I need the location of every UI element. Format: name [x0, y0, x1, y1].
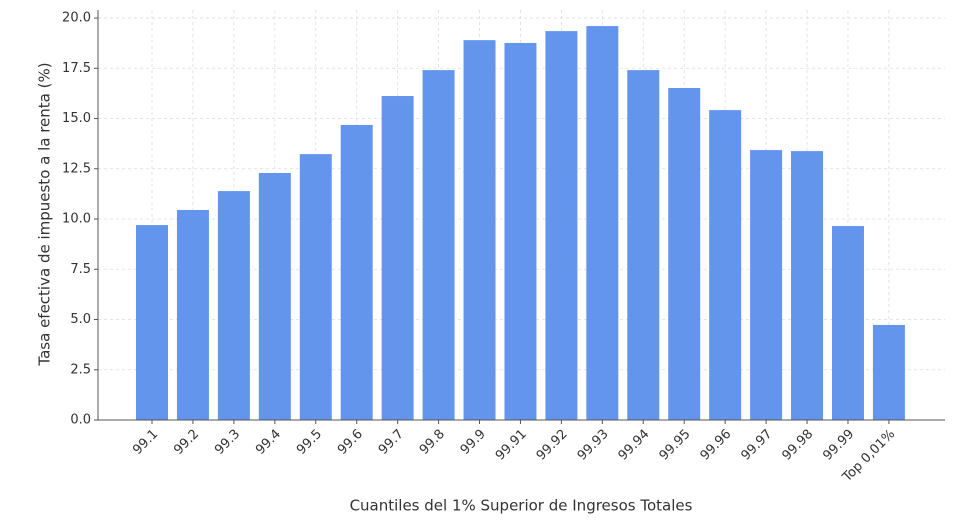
bar — [831, 226, 864, 420]
y-tick-label: 15.0 — [62, 111, 91, 126]
x-tick-label: 99.95 — [657, 427, 694, 464]
x-tick-label: 99.96 — [698, 427, 735, 464]
x-tick-label: 99.98 — [779, 427, 816, 464]
bar — [668, 87, 701, 420]
bar — [299, 154, 332, 420]
bar — [586, 26, 619, 421]
bar — [463, 40, 496, 420]
y-axis-label: Tasa efectiva de impuesto a la renta (%) — [36, 62, 54, 366]
bar — [176, 209, 209, 420]
y-tick-label: 7.5 — [70, 262, 91, 277]
x-tick-label: 99.1 — [130, 427, 161, 458]
y-tick-label: 12.5 — [62, 161, 91, 176]
x-tick-label: 99.99 — [820, 427, 857, 464]
y-tick-label: 0.0 — [70, 413, 91, 428]
bar — [136, 225, 168, 420]
bar — [381, 96, 414, 421]
bar — [340, 124, 373, 420]
x-tick-label: 99.6 — [335, 427, 366, 458]
x-tick-label: 99.9 — [458, 427, 489, 458]
y-tick-label: 10.0 — [62, 212, 91, 227]
x-tick-label: 99.92 — [534, 427, 571, 464]
x-tick-label: 99.2 — [171, 427, 202, 458]
x-tick-label: 99.8 — [417, 427, 448, 458]
y-tick-label: 5.0 — [70, 312, 91, 327]
bar — [504, 42, 537, 420]
bar — [750, 150, 783, 421]
bar — [545, 31, 578, 421]
bar — [791, 151, 824, 420]
x-tick-label: 99.91 — [493, 427, 530, 464]
x-tick-label: 99.5 — [294, 427, 325, 458]
y-tick-label: 2.5 — [70, 362, 91, 377]
bar — [422, 70, 455, 420]
y-tick-label: 20.0 — [62, 11, 91, 26]
x-axis-label: Cuantiles del 1% Superior de Ingresos To… — [350, 497, 693, 515]
x-tick-label: 99.7 — [376, 427, 407, 458]
x-tick-label: 99.94 — [616, 427, 653, 464]
x-tick-label: 99.93 — [575, 427, 612, 464]
y-tick-label: 17.5 — [62, 61, 91, 76]
x-tick-label: 99.3 — [212, 427, 243, 458]
bar — [627, 70, 660, 420]
x-tick-label: 99.97 — [738, 427, 775, 464]
bar — [709, 110, 742, 421]
bar — [872, 324, 905, 420]
bar — [217, 191, 250, 420]
bar — [258, 172, 291, 420]
x-tick-label: 99.4 — [253, 427, 284, 458]
